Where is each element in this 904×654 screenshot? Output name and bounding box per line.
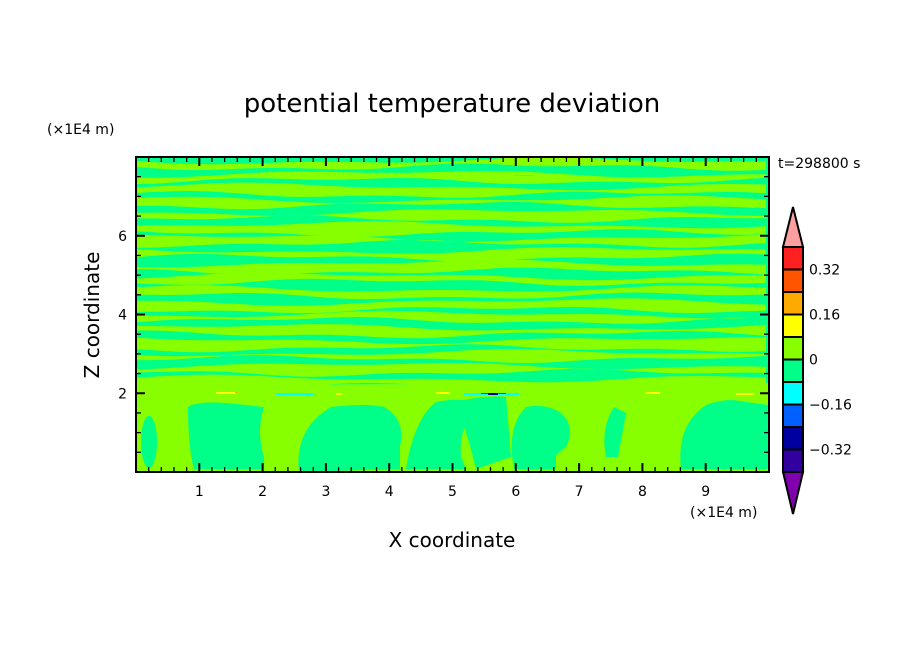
x-tick-label: 7	[575, 484, 584, 500]
contour-band	[136, 195, 766, 210]
contour-band	[136, 272, 766, 286]
colorbar-swatch	[782, 291, 804, 316]
contour-band	[136, 182, 766, 198]
contour-band	[136, 310, 766, 324]
contour-band	[136, 209, 766, 223]
axis-tick-labels: 1 2 3 4 5 6 7 8 9 2 4 6	[118, 229, 710, 500]
contour-blob	[511, 405, 570, 469]
colorbar-swatch	[782, 313, 804, 338]
upper-stripes	[136, 157, 766, 391]
colorbar-label: −0.16	[809, 398, 852, 414]
contour-blob	[680, 400, 769, 469]
time-label: t=298800 s	[778, 156, 860, 172]
x-tick-label: 9	[701, 484, 710, 500]
colorbar-lower-extension	[781, 471, 805, 515]
contour-band	[136, 234, 766, 248]
colorbar-upper-extension	[781, 206, 805, 248]
contour-band	[136, 324, 766, 339]
lower-blobs	[141, 396, 769, 472]
x-tick-label: 4	[385, 484, 394, 500]
contour-band	[136, 285, 766, 299]
contour-speck	[514, 175, 534, 176]
contour-band	[136, 157, 766, 171]
contour-speck	[235, 392, 238, 393]
x-tick-label: 2	[258, 484, 267, 500]
contour-band	[136, 298, 766, 314]
contour-speck	[216, 392, 236, 394]
colorbar-swatch	[782, 403, 804, 428]
contour-blob	[604, 407, 626, 457]
colorbar-swatch	[782, 448, 804, 473]
contour-speck	[736, 393, 754, 395]
colorbar-label: 0	[809, 353, 818, 369]
colorbar-label: −0.32	[809, 443, 852, 459]
contour-speck	[488, 393, 498, 395]
x-tick-label: 6	[511, 484, 520, 500]
colorbar-swatch	[782, 268, 804, 293]
axis-ticks	[136, 157, 770, 472]
contour-band	[136, 247, 766, 262]
contour-blob	[406, 399, 476, 469]
y-tick-label: 4	[118, 308, 127, 324]
contour-speck	[336, 393, 342, 395]
colorbar-swatch	[782, 336, 804, 361]
contour-blob	[141, 416, 157, 468]
colorbar: 0.32 0.16 0 −0.16 −0.32	[781, 206, 852, 515]
contour-band	[136, 363, 766, 377]
colorbar-label: 0.16	[809, 308, 840, 324]
x-tick-label: 5	[448, 484, 457, 500]
contour-band	[136, 221, 766, 237]
y-tick-label: 2	[118, 386, 127, 402]
contour-band	[136, 171, 766, 185]
x-tick-label: 1	[195, 484, 204, 500]
x-tick-label: 3	[321, 484, 330, 500]
colorbar-label: 0.32	[809, 263, 840, 279]
contour-speck	[276, 393, 314, 395]
y-unit-label: (×1E4 m)	[47, 122, 114, 138]
x-axis-label: X coordinate	[389, 528, 516, 552]
contour-band	[136, 337, 766, 353]
x-tick-label: 8	[638, 484, 647, 500]
y-axis-label: Z coordinate	[80, 252, 104, 379]
plot-area: 1 2 3 4 5 6 7 8 9 2 4 6	[118, 156, 770, 500]
contour-band	[136, 349, 766, 363]
colorbar-swatch	[782, 426, 804, 451]
colorbar-swatch	[782, 246, 804, 271]
colorbar-swatch	[782, 358, 804, 383]
chart-title: potential temperature deviation	[244, 89, 660, 119]
contour-blob	[188, 402, 264, 469]
contour-blob	[454, 396, 511, 469]
contour-blob	[298, 405, 402, 472]
contour-band	[136, 259, 766, 275]
y-tick-label: 6	[118, 229, 127, 245]
inversion-specks	[216, 175, 754, 395]
x-unit-label: (×1E4 m)	[690, 505, 757, 521]
contour-speck	[436, 392, 450, 394]
colorbar-swatch	[782, 381, 804, 406]
contour-speck	[646, 392, 660, 394]
